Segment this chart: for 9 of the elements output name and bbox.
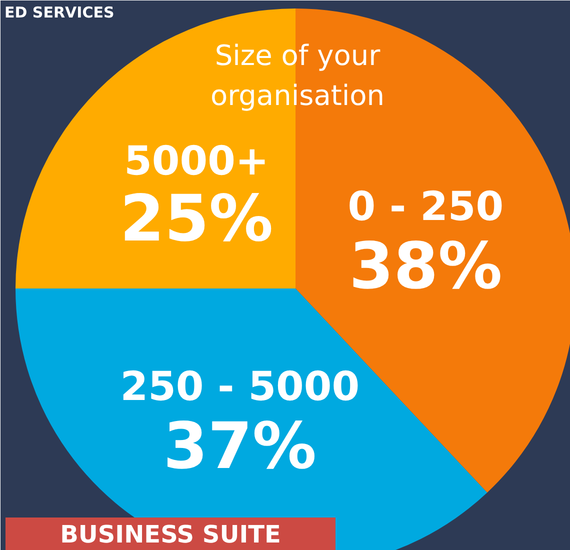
data-label: 37% — [163, 410, 316, 484]
slice-label: 5000+ — [124, 138, 269, 185]
data-label: 38% — [349, 230, 502, 304]
text: ED SERVICES — [4, 4, 114, 22]
text: Size of your organisation — [210, 39, 385, 112]
slice-label: 0 - 250 — [348, 184, 504, 230]
slice-label: 250 - 5000 — [120, 364, 360, 410]
text: BUSINESS SUITE — [60, 520, 281, 548]
data-label: 25% — [120, 182, 274, 257]
